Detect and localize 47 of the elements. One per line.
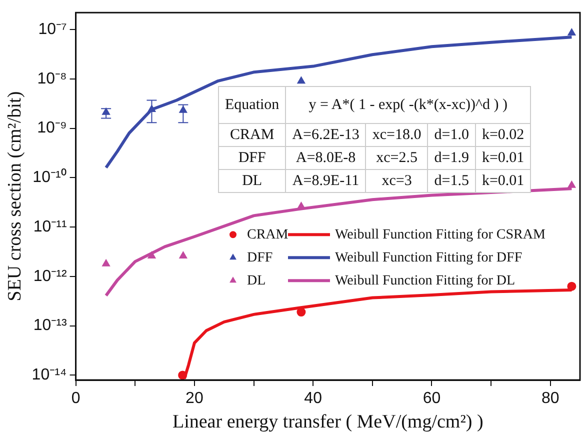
point	[179, 251, 188, 258]
point	[568, 28, 576, 36]
x-tick-label: 80	[541, 390, 560, 408]
y-axis-title: SEU cross section (cm²/bit)	[4, 91, 26, 302]
annotation: DFF	[218, 146, 286, 170]
y-tick-label: 10⁻¹²	[33, 268, 68, 285]
x-tick-label: 20	[186, 390, 204, 408]
annotation: xc=2.5	[366, 146, 428, 170]
annotation: Equation	[218, 86, 286, 124]
point	[148, 251, 156, 258]
legend-label: Weibull Function Fitting for DFF	[335, 250, 522, 266]
annotation: d=1.9	[428, 146, 476, 170]
point	[296, 308, 306, 317]
point	[102, 259, 110, 266]
y-tick-label: 10⁻⁷	[38, 20, 68, 38]
annotation: A=8.0E-8	[286, 146, 366, 170]
legend-label: DL	[247, 273, 266, 288]
legend-label: Weibull Function Fitting for DL	[335, 273, 516, 288]
annotation: k=0.02	[475, 124, 531, 146]
point	[297, 76, 306, 84]
annotation: d=1.5	[428, 170, 476, 192]
annotation: DL	[218, 170, 286, 192]
x-axis-title: Linear energy transfer ( MeV/(mg/cm²) )	[172, 412, 484, 433]
y-tick-label: 10⁻¹¹	[33, 218, 67, 236]
legend-label: Weibull Function Fitting for CSRAM	[335, 227, 546, 242]
annotation: d=1.0	[428, 124, 476, 146]
annotation: k=0.01	[475, 170, 531, 192]
annotation: xc=3	[366, 170, 428, 192]
annotation: CRAM	[218, 124, 286, 146]
legend-label: CRAM	[247, 227, 289, 242]
y-tick-label: 10⁻¹⁰	[32, 168, 67, 186]
annotation: xc=18.0	[366, 124, 428, 146]
legend-label: DFF	[247, 250, 273, 266]
x-tick-label: 0	[71, 390, 80, 408]
point	[178, 370, 188, 380]
annotation: k=0.01	[475, 146, 531, 170]
point	[568, 180, 576, 188]
y-tick-label: 10⁻¹⁴	[32, 366, 67, 384]
x-tick-label: 40	[304, 390, 322, 408]
annotation: y = A*( 1 - exp( -(k*(x-xc))^d ) )	[286, 86, 531, 124]
x-tick-label: 60	[422, 390, 441, 408]
y-tick-label: 10⁻⁸	[37, 70, 67, 88]
y-tick-label: 10⁻⁹	[37, 120, 67, 137]
annotation: A=6.2E-13	[286, 124, 366, 146]
y-tick-label: 10⁻¹³	[33, 317, 68, 334]
annotation: A=8.9E-11	[286, 170, 366, 192]
point	[567, 282, 576, 291]
